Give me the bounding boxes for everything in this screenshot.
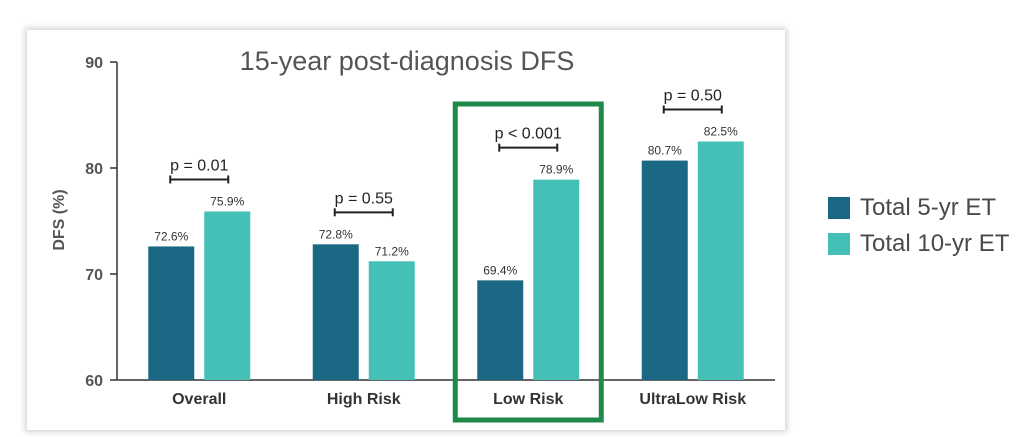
legend-swatch-5yr (828, 197, 850, 219)
bar-5yr-3 (477, 280, 524, 380)
data-label: 72.6% (154, 229, 188, 243)
bar-5yr-4 (641, 160, 688, 380)
x-tick-label: Low Risk (493, 391, 563, 408)
p-value-label: p = 0.50 (664, 88, 722, 105)
data-label: 80.7% (648, 144, 682, 158)
bar-10yr-4 (697, 141, 744, 380)
bar-10yr-2 (368, 261, 415, 380)
y-tick-label: 80 (85, 161, 103, 178)
chart-title: 15-year post-diagnosis DFS (240, 46, 575, 76)
legend-item-5yr: Total 5-yr ET (828, 190, 1009, 226)
p-value-label: p < 0.001 (495, 126, 562, 143)
low-risk-highlight-box (452, 101, 604, 423)
data-label: 78.9% (539, 163, 573, 177)
legend-label-5yr: Total 5-yr ET (860, 194, 997, 221)
legend-item-10yr: Total 10-yr ET (828, 226, 1009, 262)
bar-5yr-1 (148, 246, 195, 380)
data-label: 75.9% (210, 194, 244, 208)
x-tick-label: High Risk (327, 391, 401, 408)
x-tick-label: UltraLow Risk (639, 391, 746, 408)
data-label: 69.4% (483, 263, 517, 277)
legend-label-10yr: Total 10-yr ET (860, 230, 1010, 257)
legend-swatch-10yr (828, 233, 850, 255)
bar-10yr-3 (533, 179, 580, 380)
x-tick-label: Overall (172, 391, 226, 408)
y-tick-label: 90 (85, 55, 103, 72)
p-value-label: p = 0.01 (170, 157, 228, 174)
data-label: 72.8% (319, 227, 353, 241)
data-label: 82.5% (704, 125, 738, 139)
y-axis-label: DFS (%) (51, 189, 68, 250)
y-tick-label: 70 (85, 267, 103, 284)
y-tick-label: 60 (85, 373, 103, 390)
p-value-label: p = 0.55 (335, 190, 393, 207)
bar-5yr-2 (312, 244, 359, 380)
data-label: 71.2% (375, 244, 409, 258)
legend: Total 5-yr ET Total 10-yr ET (828, 190, 1009, 262)
bar-10yr-1 (204, 211, 251, 380)
